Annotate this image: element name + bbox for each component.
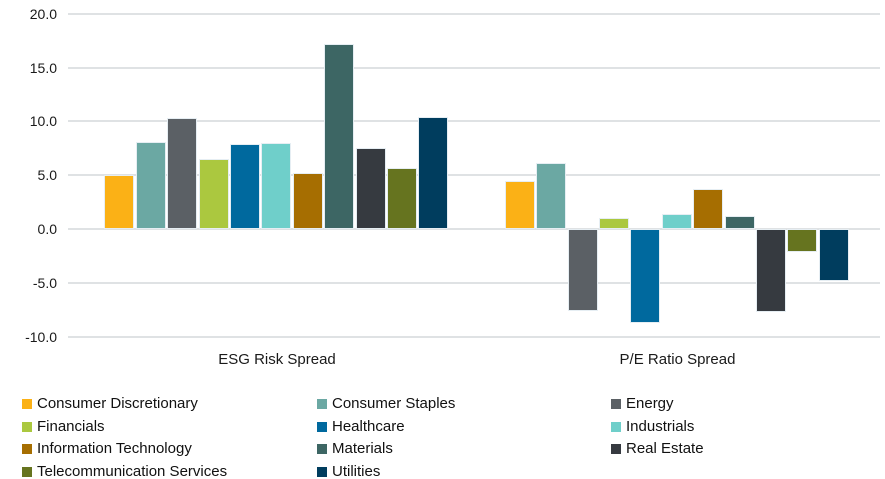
bar-consumer-staples-0: [135, 141, 166, 229]
legend-swatch-icon: [317, 444, 327, 455]
bar-financials-0: [198, 159, 229, 229]
bar-consumer-staples-1: [536, 163, 567, 229]
legend-item-materials: Materials: [317, 438, 611, 461]
bar-utilities-1: [818, 229, 849, 281]
legend-swatch-icon: [22, 444, 32, 455]
legend-label: Real Estate: [626, 440, 704, 458]
legend-item-industrials: Industrials: [611, 416, 872, 439]
legend-item-utilities: Utilities: [317, 461, 611, 479]
bar-healthcare-0: [229, 143, 260, 229]
gridline-0: [68, 228, 880, 230]
gridline-15: [68, 66, 880, 69]
y-axis-tick-label: -5.0: [32, 274, 57, 291]
bar-telecommunication-services-0: [386, 167, 417, 229]
bar-healthcare-1: [630, 229, 661, 323]
legend-item-telecommunication-services: Telecommunication Services: [22, 461, 317, 479]
legend-swatch-icon: [317, 466, 327, 477]
y-axis-tick-label: 10.0: [29, 113, 57, 130]
bar-energy-0: [167, 118, 198, 229]
bar-real-estate-1: [756, 229, 786, 312]
legend-item-information-technology: Information Technology: [22, 438, 317, 461]
legend-swatch-icon: [22, 466, 32, 477]
plot-area: 20.0 15.0 10.0 5.0 0.0 -5.0 -10.0 ESG Risk Spre…: [25, 5, 880, 368]
bar-real-estate-0: [355, 148, 386, 229]
legend-swatch-icon: [22, 421, 32, 432]
gridline--10: [68, 335, 880, 338]
legend-label: Financials: [37, 417, 105, 435]
gridline-5: [68, 174, 880, 177]
legend-label: Materials: [332, 440, 393, 458]
legend-item-consumer-staples: Consumer Staples: [317, 393, 611, 416]
y-axis-tick-label: -10.0: [25, 328, 57, 345]
y-axis-tick-label: 20.0: [29, 5, 57, 22]
legend-swatch-icon: [611, 399, 621, 410]
legend-label: Consumer Staples: [332, 395, 456, 413]
y-axis-tick-label: 5.0: [37, 167, 57, 184]
legend-label: Healthcare: [332, 417, 405, 435]
bar-information-technology-0: [292, 173, 323, 229]
gridline--5: [68, 281, 880, 284]
bar-energy-1: [567, 229, 598, 311]
legend-swatch-icon: [22, 399, 32, 410]
y-axis-tick-label: 15.0: [29, 59, 57, 76]
legend-item-consumer-discretionary: Consumer Discretionary: [22, 393, 317, 416]
legend-label: Industrials: [626, 417, 695, 435]
legend-swatch-icon: [317, 399, 327, 410]
bar-industrials-0: [261, 142, 292, 229]
bar-utilities-0: [418, 117, 449, 229]
legend-item-financials: Financials: [22, 416, 317, 439]
category-label-0: ESG Risk Spread: [218, 351, 336, 368]
legend: Consumer Discretionary Consumer Staples En…: [22, 393, 872, 479]
legend-item-real-estate: Real Estate: [611, 438, 872, 461]
bar-telecommunication-services-1: [787, 229, 818, 252]
gridline-10: [68, 120, 880, 123]
category-label-1: P/E Ratio Spread: [619, 351, 736, 368]
legend-swatch-icon: [317, 421, 327, 432]
legend-item-energy: Energy: [611, 393, 872, 416]
bar-consumer-discretionary-1: [504, 180, 535, 229]
legend-label: Utilities: [332, 462, 381, 479]
bar-materials-1: [724, 216, 755, 229]
bar-materials-0: [324, 43, 355, 229]
legend-swatch-icon: [611, 444, 621, 455]
bar-industrials-1: [661, 213, 692, 229]
bar-financials-1: [599, 218, 629, 229]
legend-swatch-icon: [611, 421, 621, 432]
gridline-20: [68, 12, 880, 15]
legend-label: Energy: [626, 395, 674, 413]
y-axis-tick-label: 0.0: [37, 221, 57, 237]
bar-information-technology-1: [693, 189, 724, 229]
legend-label: Telecommunication Services: [37, 462, 228, 479]
bar-consumer-discretionary-0: [104, 175, 135, 229]
legend-label: Information Technology: [37, 440, 192, 458]
legend-label: Consumer Discretionary: [37, 395, 198, 413]
legend-item-healthcare: Healthcare: [317, 416, 611, 439]
